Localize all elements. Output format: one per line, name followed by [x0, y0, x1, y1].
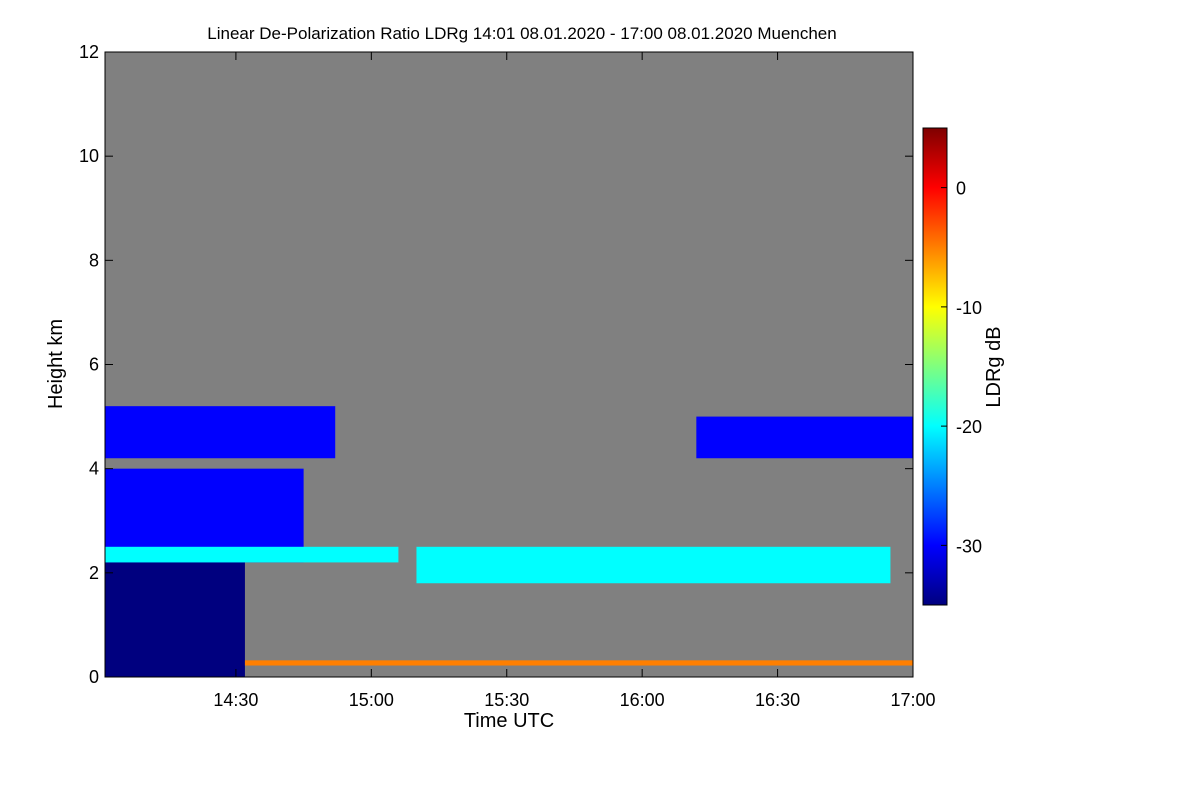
y-axis-label: Height km: [45, 319, 67, 409]
y-axis-ticks: 0 2 4 6 8 10 12: [79, 42, 913, 687]
y-tick-label: 4: [89, 459, 99, 479]
feature-upper-layer-left: [105, 406, 336, 459]
y-tick-label: 0: [89, 667, 99, 687]
colorbar: [922, 127, 948, 606]
feature-surface-clutter: [244, 660, 913, 666]
y-tick-label: 10: [79, 146, 99, 166]
colorbar-tick-label: -10: [956, 298, 982, 318]
plot-features: [105, 406, 913, 677]
y-tick-label: 12: [79, 42, 99, 62]
x-tick-label: 16:00: [620, 690, 665, 710]
colorbar-tick-label: -20: [956, 417, 982, 437]
y-tick-label: 2: [89, 563, 99, 583]
y-tick-label: 8: [89, 250, 99, 270]
x-tick-label: 15:30: [484, 690, 529, 710]
y-tick-label: 6: [89, 355, 99, 375]
feature-boundary-layer: [105, 562, 245, 677]
x-tick-label: 17:00: [890, 690, 935, 710]
x-tick-label: 16:30: [755, 690, 800, 710]
chart-title: Linear De-Polarization Ratio LDRg 14:01 …: [207, 24, 836, 43]
colorbar-label: LDRg dB: [983, 326, 1005, 407]
feature-mid-level-cloud: [105, 468, 304, 563]
feature-cloud-top-layer: [105, 546, 399, 563]
x-tick-label: 15:00: [349, 690, 394, 710]
feature-mid-layer-band: [416, 546, 891, 584]
x-axis-ticks: 14:30 15:00 15:30 16:00 16:30 17:00: [213, 52, 936, 710]
colorbar-ticks: 0 -10 -20 -30: [941, 179, 982, 556]
x-axis-label: Time UTC: [464, 710, 554, 732]
x-tick-label: 14:30: [213, 690, 258, 710]
colorbar-tick-label: 0: [956, 179, 966, 199]
colorbar-tick-label: -30: [956, 536, 982, 556]
feature-upper-layer-right: [696, 416, 913, 459]
